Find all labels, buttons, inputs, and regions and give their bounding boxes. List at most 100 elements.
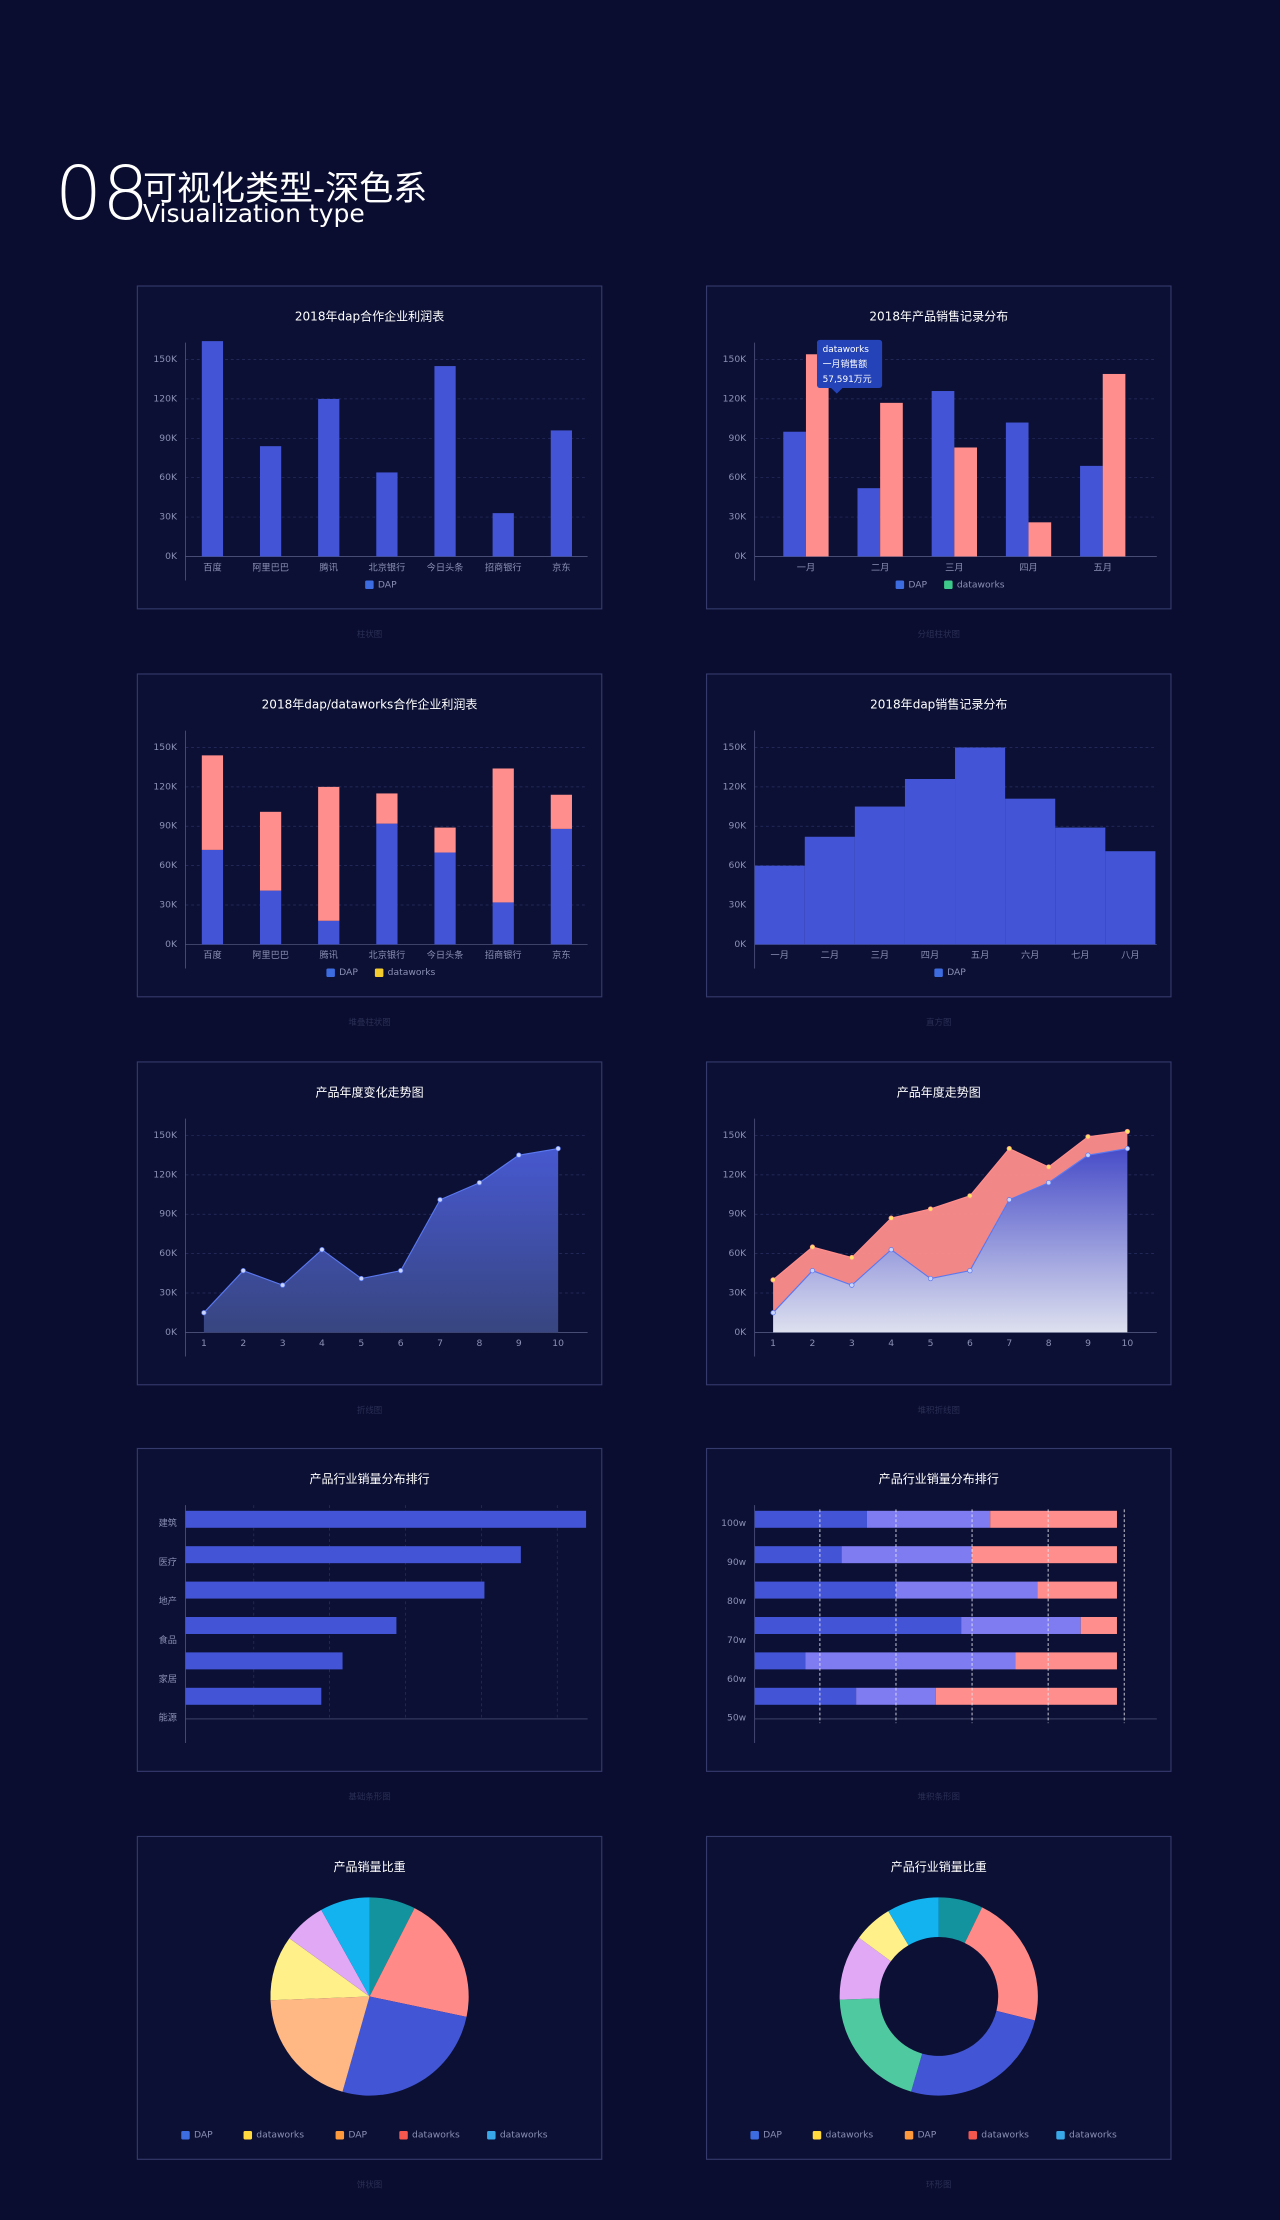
line: [203, 1148, 559, 1314]
bar-segment: [841, 1546, 973, 1564]
x-tick-label: 3: [280, 1338, 286, 1349]
point: [201, 1310, 207, 1316]
point: [927, 1275, 934, 1282]
point: [555, 1145, 561, 1152]
legend-swatch: [335, 2130, 345, 2140]
chart-title: 产品年度变化走势图: [315, 1085, 423, 1100]
chart-title: 2018年dap销售记录分布: [870, 697, 1007, 712]
x-tick-label: 阿里巴巴: [252, 950, 289, 961]
bar: [783, 431, 806, 557]
legend-swatch: [365, 580, 374, 590]
tooltip-line: dataworks: [823, 345, 870, 355]
legend: DAP: [365, 579, 397, 590]
y-tick-label: 90K: [728, 433, 747, 444]
x-tick-label: 京东: [552, 561, 570, 573]
x-tick-label: 二月: [821, 950, 839, 961]
chart-caption: 饼状图: [357, 2179, 382, 2190]
bar: [1055, 827, 1106, 945]
point: [1046, 1164, 1052, 1170]
chart-title: 产品行业销量分布排行: [309, 1472, 429, 1486]
bar-segment: [754, 1687, 857, 1705]
y-tick-label: 0K: [734, 939, 747, 950]
y-tick-label: 90w: [727, 1557, 747, 1568]
x-tick-label: 二月: [871, 562, 889, 573]
donut-slice: [938, 1897, 983, 1943]
x-tick-label: 百度: [203, 949, 221, 961]
x-tick-label: 10: [1122, 1338, 1134, 1349]
y-tick-label: 150K: [723, 742, 748, 753]
y-tick-label: 150K: [153, 1130, 178, 1141]
point: [358, 1275, 364, 1282]
chart-caption: 直方图: [926, 1017, 951, 1028]
area-fill: [773, 1131, 1128, 1313]
pie-slice: [270, 1996, 370, 2092]
donut-slice: [839, 1998, 923, 2092]
bar: [492, 768, 514, 903]
bar: [492, 902, 514, 945]
bar-segment: [754, 1581, 896, 1599]
chart-title: 产品销量比重: [334, 1860, 406, 1874]
pie-slice: [369, 1908, 469, 2017]
y-tick-label: 建筑: [159, 1517, 177, 1529]
point: [1124, 1145, 1130, 1152]
x-tick-label: 4: [888, 1338, 894, 1349]
point: [849, 1254, 855, 1261]
x-tick-label: 2: [240, 1338, 246, 1349]
section-number: 08: [55, 151, 149, 237]
point: [967, 1193, 973, 1199]
y-tick-label: 地产: [159, 1595, 177, 1607]
point: [1006, 1197, 1012, 1203]
card-background: [136, 1447, 603, 1772]
y-tick-label: 家居: [159, 1673, 177, 1685]
point: [1085, 1152, 1091, 1158]
bar: [550, 430, 572, 557]
bar: [492, 513, 514, 557]
point: [1085, 1134, 1091, 1140]
y-tick-label: 0K: [165, 939, 178, 950]
point: [770, 1277, 776, 1283]
line: [772, 1148, 1128, 1314]
bar-segment: [866, 1510, 991, 1528]
bar-segment: [1080, 1616, 1117, 1634]
bar: [1005, 422, 1029, 557]
pie-slice: [270, 1938, 370, 2001]
legend-swatch: [326, 968, 335, 977]
x-tick-label: 七月: [1071, 950, 1089, 961]
chart-caption: 折线图: [357, 1405, 382, 1416]
donut-slice: [964, 1907, 1038, 2021]
bar: [434, 827, 456, 853]
donut-slice: [888, 1897, 939, 1946]
x-tick-label: 六月: [1021, 949, 1039, 961]
tooltip-pointer: [831, 387, 843, 394]
y-tick-label: 60K: [159, 1248, 178, 1259]
chart-caption: 堆叠柱状图: [348, 1017, 390, 1028]
bar: [318, 398, 340, 557]
legend-swatch: [374, 968, 384, 977]
area-fill: [773, 1148, 1128, 1333]
x-tick-label: 一月: [771, 950, 789, 961]
bar: [550, 794, 572, 829]
x-tick-label: 4: [319, 1338, 325, 1349]
x-tick-label: 6: [398, 1338, 404, 1349]
point: [809, 1268, 816, 1274]
chart-title: 产品行业销量比重: [891, 1860, 987, 1874]
chart-caption: 分组柱状图: [918, 629, 960, 640]
bar-segment: [754, 1652, 806, 1670]
bar-segment: [990, 1510, 1117, 1528]
x-tick-label: 今日头条: [427, 949, 464, 961]
bar: [857, 488, 881, 557]
point: [888, 1215, 894, 1221]
x-tick-label: 1: [770, 1338, 776, 1349]
section-subtitle: Visualization type: [143, 199, 365, 228]
point: [398, 1268, 404, 1274]
point: [888, 1247, 894, 1253]
chart-caption: 基础条形图: [348, 1791, 390, 1802]
x-tick-label: 北京银行: [369, 949, 406, 961]
legend-label: dataworks: [957, 579, 1005, 590]
bar: [259, 811, 282, 891]
line: [772, 1130, 1128, 1281]
